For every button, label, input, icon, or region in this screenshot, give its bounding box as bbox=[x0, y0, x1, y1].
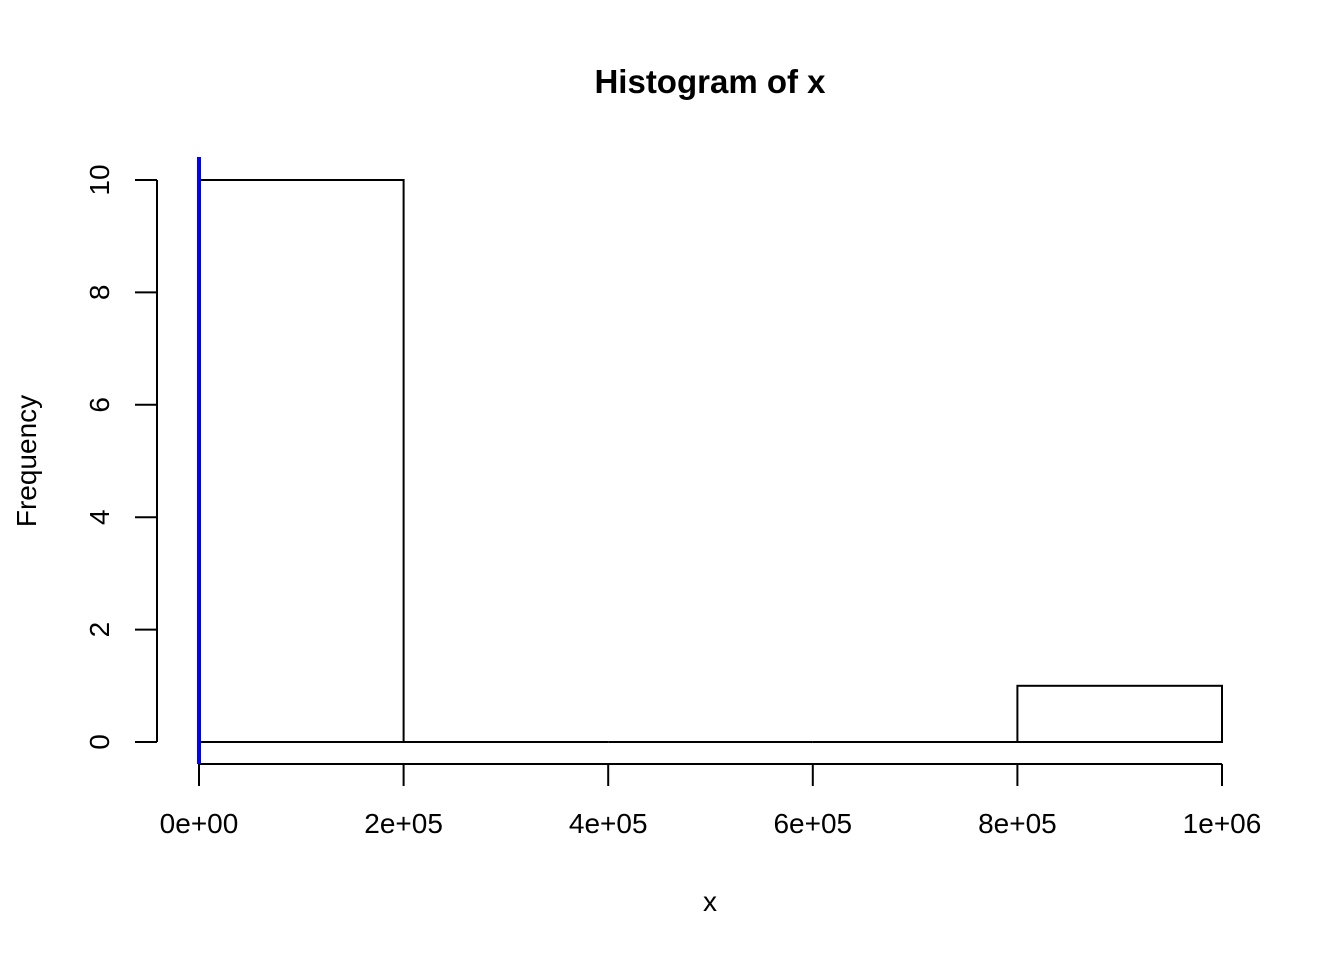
x-tick-label: 4e+05 bbox=[569, 808, 648, 839]
chart-title: Histogram of x bbox=[594, 63, 826, 100]
x-tick-label: 2e+05 bbox=[364, 808, 443, 839]
y-tick-label: 4 bbox=[84, 509, 115, 525]
y-tick-label: 8 bbox=[84, 285, 115, 301]
x-tick-label: 8e+05 bbox=[978, 808, 1057, 839]
x-axis-label: x bbox=[703, 886, 717, 917]
histogram-bars bbox=[198, 179, 1224, 743]
y-tick-label: 0 bbox=[84, 734, 115, 750]
y-tick-label: 10 bbox=[84, 164, 115, 195]
histogram-bar bbox=[198, 179, 405, 743]
x-axis: 0e+00 2e+05 4e+05 6e+05 8e+05 1e+06 bbox=[160, 763, 1262, 839]
x-tick-label: 1e+06 bbox=[1183, 808, 1262, 839]
y-tick-label: 2 bbox=[84, 622, 115, 638]
x-tick-label: 6e+05 bbox=[773, 808, 852, 839]
x-tick-label: 0e+00 bbox=[160, 808, 239, 839]
y-axis: 0 2 4 6 8 10 bbox=[84, 164, 158, 750]
y-tick-label: 6 bbox=[84, 397, 115, 413]
histogram-bar bbox=[1016, 684, 1224, 743]
y-axis-label: Frequency bbox=[11, 395, 42, 527]
